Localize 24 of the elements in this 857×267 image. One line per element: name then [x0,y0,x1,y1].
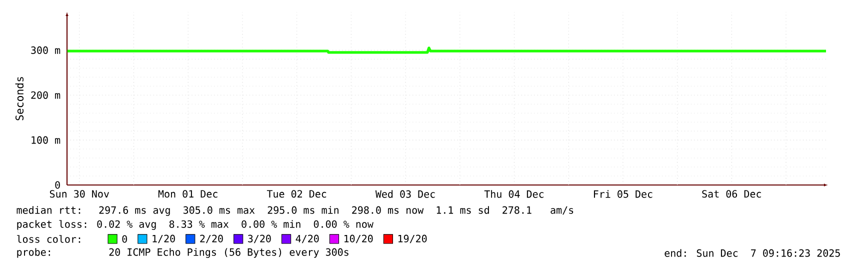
legend-label: 10/20 [344,234,373,244]
x-tick-label: Wed 03 Dec [375,190,435,198]
x-tick-label: Mon 01 Dec [158,190,218,198]
text: packet loss: 0.02 % avg 8.33 % max 0.00 % min 0.00 % now [17,220,374,230]
text: median rtt: 297.6 ms avg 305.0 ms max 295.0 ms min 298.0 ms now 1.1 ms sd 278.1 am/s [16,206,574,216]
legend-label: 19/20 [398,234,427,244]
y-tick-label: 300 m [31,46,60,54]
x-tick-label: Fri 05 Dec [594,190,652,198]
text: end: Sun Dec 7 09:16:23 2025 [664,249,840,257]
legend-label: 3/20 [248,234,271,244]
legend-label: 4/20 [296,234,319,244]
legend-label: 0 [122,235,127,243]
y-tick-label: 100 m [32,136,60,144]
y-axis-title: Seconds [15,77,24,120]
legend-label: 1/20 [152,234,175,244]
x-tick-label: Thu 04 Dec [484,190,544,198]
y-tick-label: 200 m [31,91,60,99]
legend-title: loss color: [17,235,80,243]
x-tick-label: Sun 30 Nov [50,190,109,198]
y-tick-label: 0 [55,181,60,189]
x-tick-label: Tue 02 Dec [266,190,326,198]
text: probe: 20 ICMP Echo Pings (56 Bytes) every 300s [17,248,348,258]
legend-label: 2/20 [200,234,223,244]
x-tick-label: Sat 06 Dec [702,190,761,198]
